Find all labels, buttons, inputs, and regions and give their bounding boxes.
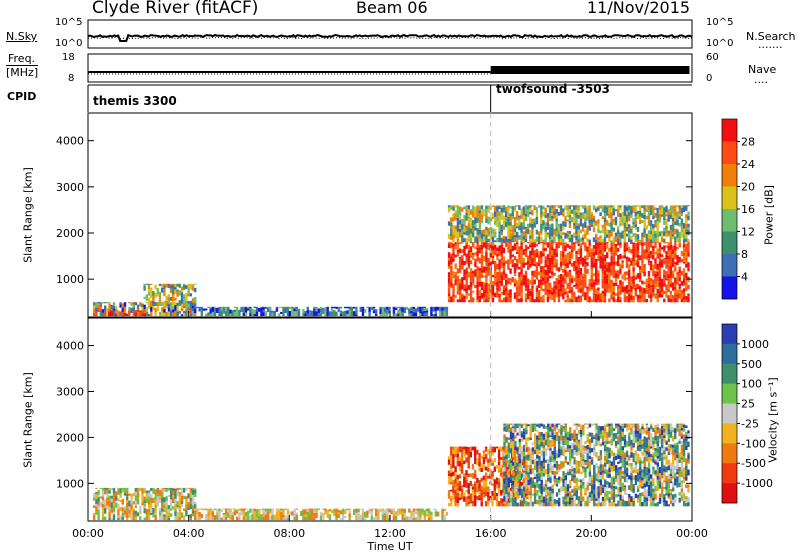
- power-colorbar-seg-5: [722, 231, 737, 255]
- xtick-label-4: 16:00: [475, 527, 507, 540]
- velocity-data-cells: [93, 423, 690, 521]
- velocity-colorbar-seg-2: [722, 363, 737, 384]
- xtick-label-3: 12:00: [374, 527, 406, 540]
- velocity-colorbar-seg-4: [722, 403, 737, 424]
- velocity-colorbar-seg-0: [722, 324, 737, 345]
- power-colorbar-label-0: 4: [741, 271, 748, 284]
- velocity-ytick-label-2000: 2000: [56, 431, 84, 444]
- xtick-label-1: 04:00: [173, 527, 205, 540]
- velocity-colorbar-frame: [721, 323, 738, 504]
- nave-label: Nave: [748, 63, 777, 76]
- power-colorbar-label-3: 16: [741, 203, 755, 216]
- xtick-label-6: 00:00: [676, 527, 708, 540]
- velocity-region-0: [93, 487, 197, 521]
- power-data-cells: [93, 205, 690, 317]
- power-colorbar-seg-3: [722, 186, 737, 210]
- power-region-1: [108, 310, 147, 317]
- velocity-colorbar-seg-7: [722, 463, 737, 484]
- velocity-colorbar-label-0: 1000: [741, 338, 769, 351]
- date-label: 11/Nov/2015: [587, 0, 691, 17]
- noise-right-tick-bottom: 10^0: [706, 38, 734, 49]
- power-colorbar-seg-0: [722, 119, 737, 142]
- velocity-colorbar-seg-6: [722, 443, 737, 464]
- velocity-colorbar-label-2: 100: [741, 378, 762, 391]
- power-colorbar-label-2: 12: [741, 226, 755, 239]
- xtick-label-2: 08:00: [273, 527, 305, 540]
- freq-band-mode2: [490, 66, 690, 74]
- freq-label-line2: [MHz]: [6, 65, 39, 79]
- velocity-region-1: [196, 508, 449, 521]
- power-region-3: [196, 306, 449, 317]
- power-colorbar-seg-4: [722, 209, 737, 232]
- power-region-4: [447, 242, 690, 303]
- noise-left-tick-top: 10^5: [55, 17, 83, 28]
- freq-left-tick-top: 18: [62, 52, 75, 63]
- beam-label: Beam 06: [356, 0, 428, 17]
- velocity-colorbar-label-5: -100: [741, 437, 766, 450]
- power-ytick-label-3000: 3000: [56, 181, 84, 194]
- noise-panel-frame: [87, 19, 693, 49]
- velocity-colorbar-seg-3: [722, 383, 737, 404]
- noise-left-tick-bottom: 10^0: [55, 38, 83, 49]
- power-colorbar-seg-1: [722, 141, 737, 165]
- power-colorbar-seg-6: [722, 254, 737, 277]
- noise-right-tick-top: 10^5: [706, 17, 734, 28]
- freq-right-tick-bottom: 0: [706, 73, 713, 84]
- freq-panel-frame: [87, 53, 693, 83]
- noise-sky-line: [87, 33, 693, 42]
- velocity-ytick-label-4000: 4000: [56, 340, 84, 353]
- velocity-colorbar-seg-8: [722, 483, 737, 504]
- power-ytick-label-4000: 4000: [56, 135, 84, 148]
- freq-right-tick-top: 60: [706, 52, 719, 63]
- xaxis-title: Time UT: [367, 540, 413, 553]
- freq-left-tick-bottom: 8: [68, 73, 75, 84]
- power-colorbar-label-1: 8: [741, 248, 748, 261]
- power-region-2: [143, 283, 197, 306]
- xtick-label-0: 00:00: [72, 527, 104, 540]
- power-colorbar-label-4: 20: [741, 181, 755, 194]
- cpid-label: CPID: [7, 90, 37, 103]
- noise-search-dots: .......: [758, 38, 783, 51]
- velocity-ytick-label-3000: 3000: [56, 385, 84, 398]
- station-title: Clyde River (fitACF): [92, 0, 259, 18]
- noise-search-label: N.Search: [746, 30, 796, 43]
- velocity-colorbar-seg-5: [722, 423, 737, 444]
- noise-search-line: [87, 36, 693, 40]
- power-colorbar-seg-2: [722, 164, 737, 187]
- power-ytick-label-1000: 1000: [56, 273, 84, 286]
- velocity-colorbar-label-7: -1000: [741, 477, 773, 490]
- power-colorbar-label-6: 28: [741, 136, 755, 149]
- velocity-region-3: [503, 423, 690, 507]
- nave-dots: ....: [754, 73, 768, 86]
- velocity-panel: 1000 2000 3000 4000 1000 500 100 25 -25 -100 -500 -…: [56, 317, 773, 522]
- velocity-colorbar-label-3: 25: [741, 398, 755, 411]
- velocity-colorbar-label-6: -500: [741, 457, 766, 470]
- velocity-colorbar-label-1: 500: [741, 358, 762, 371]
- velocity-colorbar-seg-1: [722, 343, 737, 365]
- power-colorbar-label-5: 24: [741, 158, 755, 171]
- power-panel: 1000 2000 3000 4000 4 8 12 16 20 24 28: [56, 112, 755, 318]
- noise-sky-label: N.Sky: [6, 30, 38, 43]
- freq-label-line1: Freq.: [8, 52, 36, 65]
- power-ytick-label-2000: 2000: [56, 227, 84, 240]
- cpid-mode-themis: themis 3300: [93, 94, 177, 108]
- velocity-ytick-label-1000: 1000: [56, 477, 84, 490]
- velocity-colorbar-label-4: -25: [741, 417, 759, 430]
- xtick-label-5: 20:00: [575, 527, 607, 540]
- power-colorbar-seg-7: [722, 276, 737, 300]
